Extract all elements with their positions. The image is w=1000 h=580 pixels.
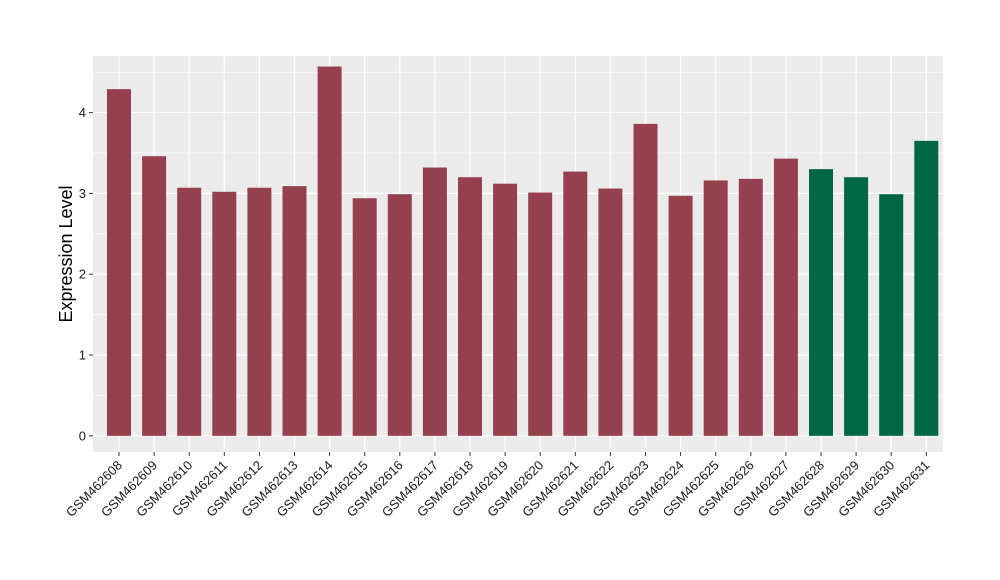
bar-GSM462630 [879, 194, 904, 436]
bar-GSM462621 [563, 171, 588, 436]
bar-GSM462609 [142, 156, 167, 436]
y-tick-label: 0 [79, 428, 86, 443]
bar-GSM462617 [422, 167, 447, 436]
y-axis-title: Expression Level [56, 185, 76, 322]
y-tick-label: 4 [79, 105, 86, 120]
bar-GSM462616 [387, 194, 412, 436]
bar-GSM462618 [458, 177, 482, 436]
bar-GSM462619 [493, 183, 518, 436]
bar-GSM462628 [809, 169, 833, 436]
bar-GSM462612 [247, 187, 272, 436]
bar-GSM462623 [633, 123, 658, 436]
y-axis: 0 1 2 3 4 [79, 105, 93, 443]
bar-GSM462629 [844, 177, 869, 436]
bar-GSM462620 [528, 192, 553, 436]
bar-GSM462614 [317, 66, 342, 436]
bars [107, 66, 939, 436]
y-tick-label: 1 [79, 348, 86, 363]
bar-GSM462631 [914, 140, 939, 436]
bar-GSM462626 [738, 178, 763, 436]
bar-GSM462610 [177, 187, 202, 436]
bar-GSM462611 [212, 191, 237, 436]
bar-GSM462608 [107, 89, 131, 436]
y-tick-label: 3 [79, 186, 86, 201]
bar-GSM462613 [282, 186, 307, 436]
bar-GSM462622 [598, 188, 623, 436]
bar-GSM462624 [668, 195, 693, 436]
bar-GSM462627 [773, 158, 798, 436]
x-axis: GSM462608GSM462609GSM462610GSM462611GSM4… [63, 452, 932, 520]
bar-GSM462625 [703, 180, 728, 436]
y-tick-label: 2 [79, 267, 86, 282]
bar-GSM462615 [352, 198, 377, 436]
